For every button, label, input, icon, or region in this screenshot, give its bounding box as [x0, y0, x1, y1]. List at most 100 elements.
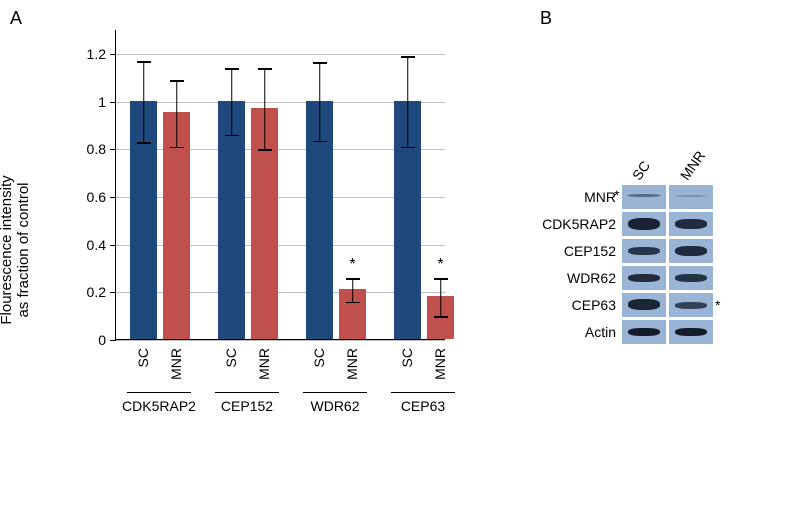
blot-star: *	[713, 297, 722, 313]
group-underline	[215, 392, 279, 393]
blot-row: CDK5RAP2	[540, 212, 750, 236]
lane	[622, 212, 666, 236]
y-axis-label: Flourescence intensity as fraction of co…	[0, 175, 32, 324]
error-cap	[137, 61, 151, 63]
lane	[622, 293, 666, 317]
band	[628, 194, 660, 197]
group-underline	[391, 392, 455, 393]
blot-label: Actin	[540, 324, 622, 340]
error-cap	[434, 316, 448, 318]
lane	[669, 320, 713, 344]
band	[628, 218, 660, 230]
error-cap	[313, 62, 327, 64]
band	[675, 195, 707, 197]
blot-label: CEP152	[540, 243, 622, 259]
error-bar	[319, 62, 321, 141]
error-bar	[231, 68, 233, 135]
group-label: CEP152	[221, 398, 273, 414]
band	[628, 328, 660, 336]
band	[675, 328, 707, 336]
y-tick-label: 1	[98, 94, 106, 110]
band	[675, 219, 707, 229]
y-tick-label: 0	[98, 332, 106, 348]
blot-row: CEP63 *	[540, 293, 750, 317]
y-tick	[110, 197, 116, 198]
error-cap	[313, 141, 327, 143]
lane-header-sc: SC	[629, 158, 653, 183]
blot-label: WDR62	[540, 270, 622, 286]
y-tick-label: 0.8	[87, 141, 106, 157]
blot-star: *	[612, 187, 621, 203]
x-category-label: SC	[399, 348, 415, 367]
grid-line	[116, 54, 445, 55]
lane	[669, 185, 713, 209]
lane-pair	[622, 185, 713, 209]
y-axis-label-line2: as fraction of control	[15, 182, 32, 317]
band	[628, 274, 660, 282]
lane	[622, 239, 666, 263]
error-bar	[143, 61, 145, 142]
lane-pair	[622, 212, 713, 236]
group-label: CDK5RAP2	[122, 398, 196, 414]
blot-label: MNR	[540, 189, 622, 205]
lane	[622, 185, 666, 209]
band	[675, 246, 707, 256]
grid-line	[116, 340, 445, 341]
error-bar	[407, 56, 409, 147]
error-cap	[401, 147, 415, 149]
error-bar	[176, 80, 178, 147]
error-cap	[346, 278, 360, 280]
lane-pair	[622, 293, 713, 317]
error-cap	[401, 56, 415, 58]
x-category-label: MNR	[432, 348, 448, 380]
error-cap	[225, 135, 239, 137]
y-tick	[110, 292, 116, 293]
lane	[669, 212, 713, 236]
plot-area: 00.20.40.60.811.2**	[115, 30, 445, 340]
x-category-label: SC	[135, 348, 151, 367]
lane-pair	[622, 239, 713, 263]
y-axis-label-line1: Flourescence intensity	[0, 175, 15, 324]
x-category-label: MNR	[256, 348, 272, 380]
error-cap	[258, 149, 272, 151]
band	[628, 247, 660, 255]
error-cap	[170, 147, 184, 149]
western-blot: SC MNR *MNRCDK5RAP2CEP152WDR62CEP63*Acti…	[540, 145, 750, 347]
lane	[669, 293, 713, 317]
band	[628, 299, 660, 310]
blot-row: *MNR	[540, 185, 750, 209]
error-cap	[434, 278, 448, 280]
error-bar	[440, 278, 442, 316]
error-bar	[352, 278, 354, 302]
lane	[669, 239, 713, 263]
error-cap	[170, 80, 184, 82]
blot-label: CEP63	[540, 297, 622, 313]
lane-header-mnr: MNR	[677, 148, 708, 183]
group-label: WDR62	[310, 398, 359, 414]
group-underline	[303, 392, 367, 393]
y-tick-label: 0.2	[87, 284, 106, 300]
error-cap	[346, 302, 360, 304]
error-cap	[137, 142, 151, 144]
lane	[622, 320, 666, 344]
panel-a-label: A	[10, 8, 22, 29]
y-tick	[110, 102, 116, 103]
y-tick-label: 0.4	[87, 237, 106, 253]
blot-row: Actin	[540, 320, 750, 344]
x-category-label: SC	[311, 348, 327, 367]
blot-row: WDR62	[540, 266, 750, 290]
group-label: CEP63	[401, 398, 445, 414]
x-category-label: MNR	[344, 348, 360, 380]
y-tick	[110, 245, 116, 246]
y-tick	[110, 340, 116, 341]
significance-star: *	[349, 256, 355, 274]
x-category-label: MNR	[168, 348, 184, 380]
y-tick	[110, 54, 116, 55]
blot-label: CDK5RAP2	[540, 216, 622, 232]
y-tick	[110, 149, 116, 150]
y-tick-label: 0.6	[87, 189, 106, 205]
error-bar	[264, 68, 266, 149]
y-tick-label: 1.2	[87, 46, 106, 62]
blot-row: CEP152	[540, 239, 750, 263]
lane-pair	[622, 320, 713, 344]
